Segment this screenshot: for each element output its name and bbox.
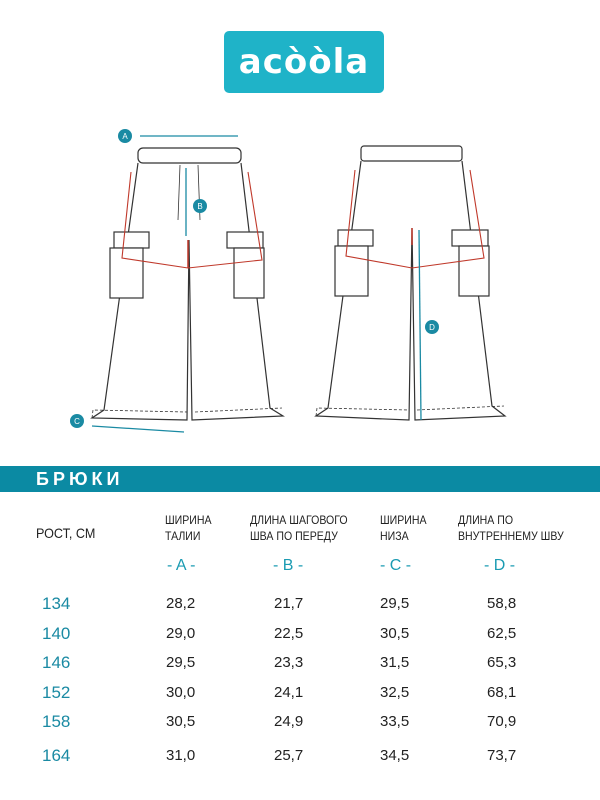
column-header-line: ДЛИНА ШАГОВОГО <box>250 513 348 527</box>
value-cell: 73,7 <box>487 747 517 764</box>
pants-diagram: A B C D <box>70 129 507 433</box>
pants-back-view <box>314 145 507 421</box>
height-cell: 164 <box>42 746 71 765</box>
value-cell: 30,0 <box>166 684 196 701</box>
marker-b: B <box>197 202 202 211</box>
section-header: БРЮКИ <box>0 466 600 492</box>
column-header-line: ВНУТРЕННЕМУ ШВУ <box>458 529 564 543</box>
measurement-markers <box>70 129 439 428</box>
marker-a: A <box>122 132 128 141</box>
brand-logo: acòòla <box>224 31 384 93</box>
section-title: БРЮКИ <box>36 469 124 489</box>
value-cell: 29,0 <box>166 625 196 642</box>
column-header: ШИРИНА НИЗА <box>380 512 427 544</box>
value-cell: 32,5 <box>380 684 410 701</box>
value-cell: 30,5 <box>380 625 410 642</box>
value-cell: 30,5 <box>166 713 196 730</box>
column-header-line: НИЗА <box>380 529 409 543</box>
column-letter: - A - <box>167 557 196 574</box>
value-cell: 33,5 <box>380 713 410 730</box>
value-cell: 25,7 <box>274 747 304 764</box>
value-cell: 31,0 <box>166 747 196 764</box>
value-cell: 62,5 <box>487 625 517 642</box>
height-cell: 146 <box>42 653 71 672</box>
height-cell: 152 <box>42 683 71 702</box>
value-cell: 23,3 <box>274 654 304 671</box>
column-header: ДЛИНА ПО ВНУТРЕННЕМУ ШВУ <box>458 512 564 544</box>
column-header: ДЛИНА ШАГОВОГО ШВА ПО ПЕРЕДУ <box>250 512 348 544</box>
pants-front-view <box>90 135 285 433</box>
column-header-line: ТАЛИИ <box>165 529 201 543</box>
value-cell: 68,1 <box>487 684 517 701</box>
marker-d: D <box>429 323 435 332</box>
value-cell: 70,9 <box>487 713 517 730</box>
marker-c: C <box>74 417 80 426</box>
value-cell: 58,8 <box>487 595 517 612</box>
column-header: ШИРИНА ТАЛИИ <box>165 512 212 544</box>
height-cell: 158 <box>42 712 71 731</box>
value-cell: 65,3 <box>487 654 517 671</box>
column-letter: - D - <box>484 557 516 574</box>
height-cell: 134 <box>42 594 71 613</box>
row-header: РОСТ, СМ <box>36 525 96 541</box>
value-cell: 29,5 <box>166 654 196 671</box>
column-letter: - B - <box>273 557 304 574</box>
column-header-line: ШИРИНА <box>165 513 212 527</box>
value-cell: 24,1 <box>274 684 304 701</box>
value-cell: 29,5 <box>380 595 410 612</box>
column-header-line: ШИРИНА <box>380 513 427 527</box>
value-cell: 22,5 <box>274 625 304 642</box>
column-header-line: ДЛИНА ПО <box>458 513 514 527</box>
column-letter: - C - <box>380 557 412 574</box>
column-header-line: ШВА ПО ПЕРЕДУ <box>250 529 338 543</box>
value-cell: 34,5 <box>380 747 410 764</box>
value-cell: 24,9 <box>274 713 304 730</box>
value-cell: 21,7 <box>274 595 304 612</box>
value-cell: 31,5 <box>380 654 410 671</box>
height-cell: 140 <box>42 624 71 643</box>
logo-text: acòòla <box>238 42 370 82</box>
value-cell: 28,2 <box>166 595 196 612</box>
